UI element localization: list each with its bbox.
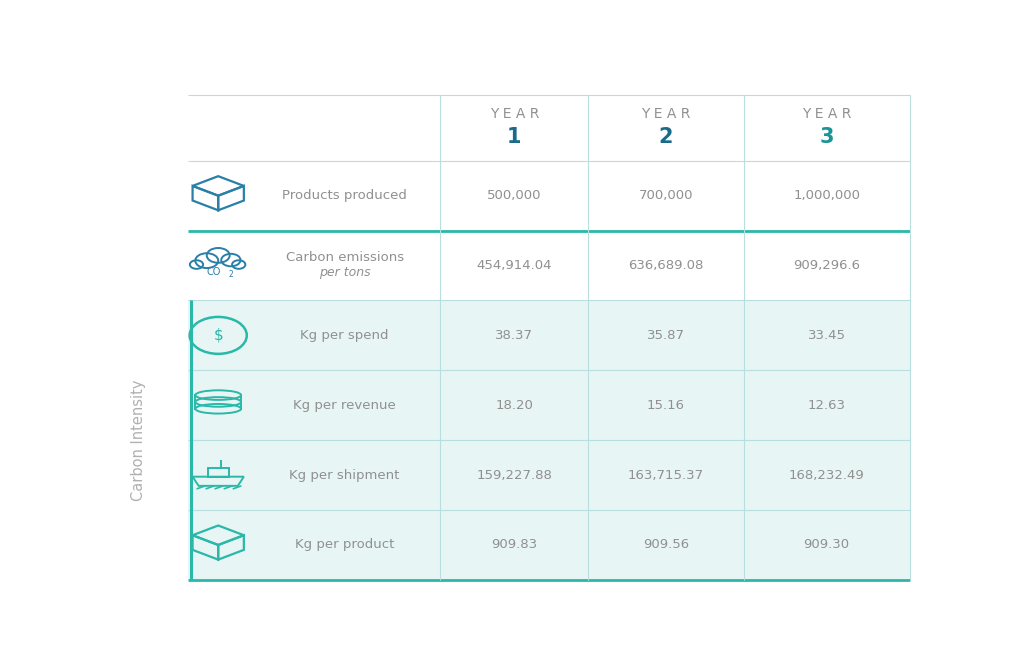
Bar (187, 161, 909, 230)
Text: 909,296.6: 909,296.6 (794, 259, 860, 272)
Bar (187, 440, 909, 510)
Text: 909.30: 909.30 (804, 539, 850, 551)
Text: 15.16: 15.16 (647, 399, 685, 412)
Text: Carbon Intensity: Carbon Intensity (131, 380, 145, 501)
Text: 2: 2 (658, 127, 673, 147)
Text: Y E A R: Y E A R (489, 107, 539, 121)
Bar (187, 95, 909, 161)
Text: 454,914.04: 454,914.04 (476, 259, 552, 272)
Text: 1: 1 (507, 127, 521, 147)
Text: Kg per revenue: Kg per revenue (293, 399, 396, 412)
Text: 909.83: 909.83 (492, 539, 538, 551)
Text: 1,000,000: 1,000,000 (794, 189, 860, 202)
Text: Kg per shipment: Kg per shipment (290, 469, 399, 482)
Text: 159,227.88: 159,227.88 (476, 469, 552, 482)
Text: Carbon emissions: Carbon emissions (286, 251, 403, 264)
Text: 12.63: 12.63 (808, 399, 846, 412)
Bar (187, 510, 909, 580)
Text: Kg per spend: Kg per spend (300, 329, 389, 342)
Text: 3: 3 (819, 127, 834, 147)
Text: 2: 2 (228, 270, 233, 279)
Text: $: $ (213, 328, 223, 343)
Text: CO: CO (207, 267, 221, 277)
Text: per tons: per tons (318, 266, 371, 279)
Text: 18.20: 18.20 (496, 399, 534, 412)
Text: Products produced: Products produced (283, 189, 407, 202)
Text: 168,232.49: 168,232.49 (788, 469, 864, 482)
Bar (187, 300, 909, 370)
Text: 35.87: 35.87 (647, 329, 685, 342)
Text: 909.56: 909.56 (643, 539, 689, 551)
Text: 33.45: 33.45 (808, 329, 846, 342)
Text: Y E A R: Y E A R (641, 107, 690, 121)
Text: 500,000: 500,000 (487, 189, 542, 202)
Text: Kg per product: Kg per product (295, 539, 394, 551)
Bar (187, 230, 909, 300)
Bar (187, 370, 909, 440)
Text: 636,689.08: 636,689.08 (629, 259, 703, 272)
Text: 163,715.37: 163,715.37 (628, 469, 705, 482)
Text: 38.37: 38.37 (496, 329, 534, 342)
Text: 700,000: 700,000 (639, 189, 693, 202)
Text: Y E A R: Y E A R (802, 107, 851, 121)
